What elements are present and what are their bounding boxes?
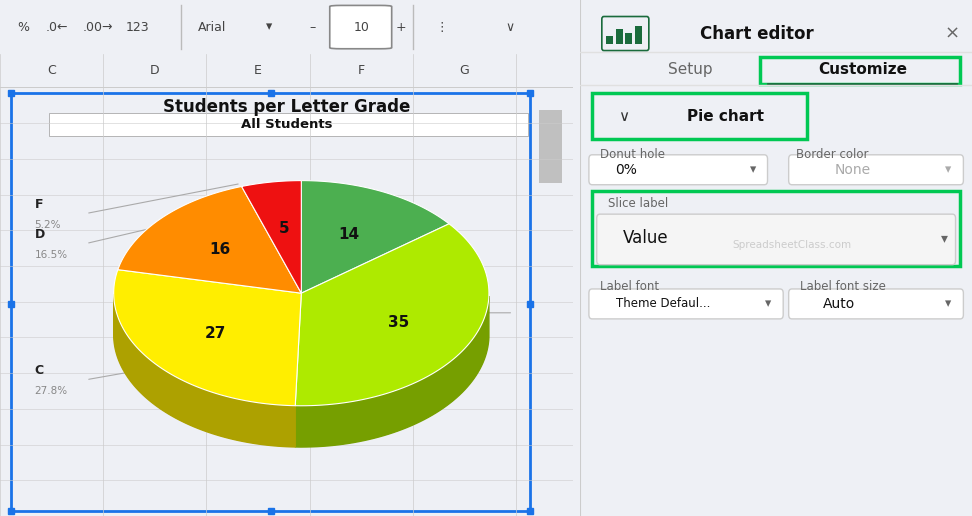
Bar	[49, 113, 528, 136]
Text: Arial: Arial	[198, 21, 226, 34]
Text: 16.5%: 16.5%	[34, 250, 67, 260]
Text: .00→: .00→	[83, 21, 113, 34]
Text: Label font size: Label font size	[800, 280, 885, 293]
Text: ▾: ▾	[749, 163, 756, 176]
Text: 27.8%: 27.8%	[34, 386, 67, 396]
Polygon shape	[114, 295, 295, 447]
Text: D: D	[34, 228, 45, 241]
Text: D: D	[150, 64, 159, 77]
Text: ∨: ∨	[505, 21, 515, 34]
Text: 10: 10	[354, 21, 369, 34]
Text: ▾: ▾	[946, 297, 952, 311]
Bar	[606, 36, 612, 44]
FancyBboxPatch shape	[330, 6, 392, 49]
Bar	[625, 33, 633, 44]
Polygon shape	[295, 296, 489, 447]
Text: F: F	[34, 198, 43, 211]
FancyBboxPatch shape	[788, 289, 963, 319]
Text: Border color: Border color	[796, 148, 868, 162]
Text: Chart editor: Chart editor	[700, 25, 814, 42]
Polygon shape	[301, 181, 449, 293]
Text: ∨: ∨	[618, 108, 629, 124]
Text: –: –	[309, 21, 316, 34]
Text: 5.2%: 5.2%	[34, 220, 61, 230]
Text: ▾: ▾	[941, 231, 948, 246]
Text: Setup: Setup	[668, 62, 712, 77]
Text: ▾: ▾	[946, 163, 952, 176]
Text: F: F	[358, 64, 364, 77]
Text: G: G	[460, 64, 469, 77]
Bar	[537, 54, 573, 516]
Text: 35: 35	[388, 315, 409, 330]
Text: Label font: Label font	[600, 280, 659, 293]
Text: 27: 27	[205, 326, 226, 341]
Text: ⋮: ⋮	[435, 21, 448, 34]
Text: 16: 16	[210, 242, 230, 257]
Polygon shape	[118, 186, 301, 293]
Text: None: None	[835, 163, 871, 177]
Text: C: C	[48, 64, 56, 77]
Text: ▾: ▾	[266, 21, 273, 34]
Text: Auto: Auto	[823, 297, 855, 311]
FancyBboxPatch shape	[597, 214, 955, 265]
Text: 123: 123	[125, 21, 150, 34]
Text: Students per Letter Grade: Students per Letter Grade	[163, 98, 410, 116]
Bar	[615, 29, 623, 44]
Text: Customize: Customize	[817, 62, 907, 77]
Text: +: +	[397, 21, 406, 34]
Bar	[635, 26, 642, 44]
Bar	[539, 109, 562, 184]
Text: Slice label: Slice label	[608, 197, 668, 211]
Text: 5: 5	[278, 221, 289, 236]
Text: All Students: All Students	[241, 118, 332, 131]
Text: 14: 14	[338, 227, 360, 242]
Text: 0%: 0%	[615, 163, 638, 177]
Polygon shape	[242, 181, 301, 293]
Text: C: C	[34, 364, 44, 377]
Text: Value: Value	[623, 230, 669, 247]
FancyBboxPatch shape	[589, 289, 783, 319]
Text: ×: ×	[945, 25, 960, 42]
Ellipse shape	[114, 222, 489, 447]
Polygon shape	[295, 224, 489, 406]
Text: Theme Defaul...: Theme Defaul...	[615, 297, 710, 311]
Text: ▾: ▾	[765, 297, 772, 311]
Text: SpreadsheetClass.com: SpreadsheetClass.com	[732, 240, 851, 250]
Bar	[0, 54, 573, 87]
Text: Donut hole: Donut hole	[600, 148, 665, 162]
Text: .0←: .0←	[46, 21, 69, 34]
Polygon shape	[114, 270, 301, 406]
Text: %: %	[17, 21, 29, 34]
FancyBboxPatch shape	[589, 155, 768, 185]
FancyBboxPatch shape	[788, 155, 963, 185]
Text: E: E	[254, 64, 262, 77]
Text: Pie chart: Pie chart	[687, 108, 764, 124]
